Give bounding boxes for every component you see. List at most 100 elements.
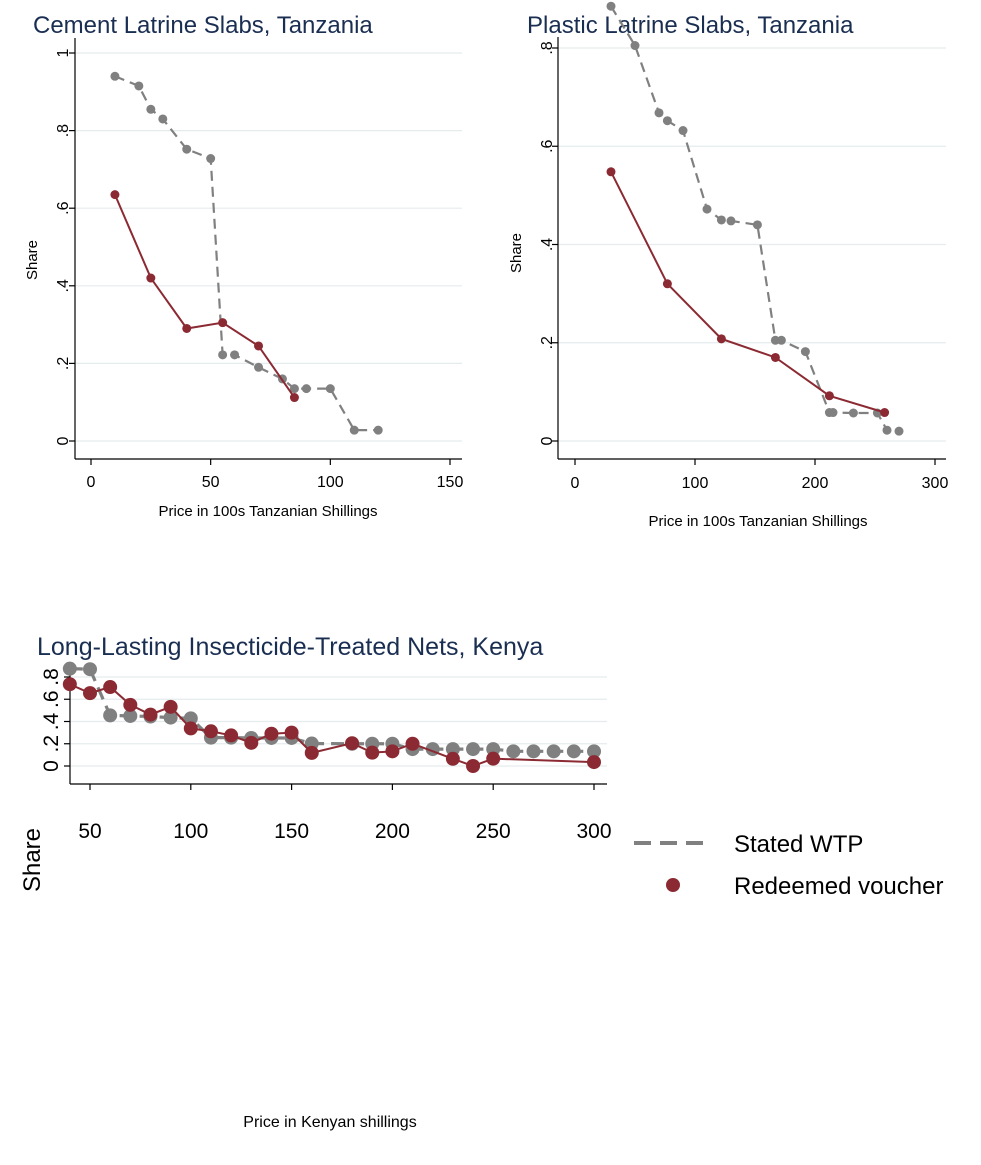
redeemed-voucher-point — [824, 391, 834, 401]
y-axis-label: Share — [508, 233, 525, 273]
y-tick-label: .2 — [55, 357, 72, 370]
x-axis-label: Price in 100s Tanzanian Shillings — [648, 513, 867, 530]
x-tick-label: 200 — [802, 475, 829, 492]
stated-wtp-point — [134, 81, 144, 91]
stated-wtp-point — [726, 216, 736, 226]
stated-wtp-point — [230, 350, 240, 360]
redeemed-voucher-point — [304, 745, 319, 760]
stated-wtp-point — [158, 114, 168, 124]
stated-wtp-point — [702, 204, 712, 214]
y-tick-label: .8 — [55, 124, 72, 137]
redeemed-voucher-point — [662, 279, 672, 289]
x-tick-label: 300 — [576, 820, 611, 843]
stated-wtp-point — [654, 108, 664, 118]
redeemed-voucher-point — [365, 745, 380, 760]
stated-wtp-line — [610, 5, 900, 433]
redeemed-voucher-point — [83, 686, 97, 701]
redeemed-voucher-point — [466, 759, 481, 773]
redeemed-voucher-point — [587, 755, 601, 770]
stated-wtp-point — [206, 154, 216, 164]
plastic-latrine-chart: Plastic Latrine Slabs, Tanzania Price in… — [508, 1, 949, 530]
stated-wtp-point — [301, 384, 311, 394]
legend: Stated WTP Redeemed voucher — [634, 831, 943, 900]
y-tick-label: 1 — [55, 48, 72, 57]
chart-title: Long-Lasting Insecticide-Treated Nets, K… — [37, 633, 543, 661]
y-tick-label: .2 — [40, 735, 63, 753]
stated-wtp-point — [349, 425, 359, 435]
cement-latrine-chart: Cement Latrine Slabs, Tanzania Price in … — [24, 12, 463, 520]
stated-wtp-point — [630, 41, 640, 51]
stated-wtp-point — [289, 384, 299, 394]
redeemed-voucher-point — [385, 744, 400, 759]
stated-wtp-point — [183, 711, 198, 726]
stated-wtp-point — [254, 362, 264, 372]
stated-wtp-point — [373, 425, 383, 435]
stated-wtp-point — [445, 742, 460, 757]
redeemed-voucher-point — [183, 721, 198, 736]
y-tick-label: 0 — [539, 436, 556, 445]
stated-wtp-point — [606, 1, 616, 11]
x-tick-label: 300 — [922, 475, 949, 492]
gridlines — [70, 676, 607, 767]
redeemed-voucher-point — [289, 393, 299, 403]
stated-wtp-point — [828, 408, 838, 418]
y-tick-label: .4 — [55, 279, 72, 292]
stated-wtp-point — [182, 144, 192, 154]
legend-redeemed-marker — [666, 878, 680, 892]
redeemed-voucher-point — [880, 408, 890, 418]
redeemed-voucher-point — [770, 352, 780, 362]
y-tick-label: .2 — [539, 336, 556, 349]
stated-wtp-point — [506, 744, 521, 759]
stated-wtp-point — [123, 708, 138, 723]
y-tick-label: .6 — [40, 690, 63, 708]
stated-wtp-point — [776, 335, 786, 345]
y-tick-label: .6 — [55, 201, 72, 214]
stated-wtp-line — [69, 667, 594, 753]
y-tick-label: .8 — [539, 41, 556, 54]
y-axis-label: Share — [24, 240, 41, 280]
stated-wtp-point — [325, 384, 335, 394]
x-tick-label: 100 — [173, 820, 208, 843]
chart-title: Cement Latrine Slabs, Tanzania — [33, 12, 373, 39]
redeemed-voucher-point — [244, 735, 259, 750]
stated-wtp-point — [752, 220, 762, 230]
stated-wtp-point — [83, 662, 97, 677]
legend-stated-label: Stated WTP — [734, 831, 863, 858]
redeemed-voucher-point — [284, 725, 299, 740]
series-stated-wtp — [606, 1, 904, 436]
stated-wtp-point — [103, 708, 118, 723]
redeemed-voucher-point — [445, 751, 460, 766]
x-tick-label: 250 — [476, 820, 511, 843]
redeemed-voucher-point — [103, 680, 118, 695]
x-tick-label: 200 — [375, 820, 410, 843]
redeemed-voucher-point — [182, 323, 192, 333]
redeemed-voucher-point — [405, 736, 420, 751]
redeemed-voucher-point — [146, 273, 156, 283]
x-tick-label: 0 — [571, 475, 580, 492]
redeemed-voucher-line — [114, 194, 296, 399]
stated-wtp-point — [894, 426, 904, 436]
legend-redeemed-label: Redeemed voucher — [734, 873, 943, 900]
y-tick-label: .6 — [539, 139, 556, 152]
y-tick-label: .4 — [539, 238, 556, 251]
stated-wtp-point — [546, 744, 561, 759]
gridlines — [558, 47, 946, 442]
stated-wtp-point — [678, 126, 688, 136]
x-tick-label: 100 — [682, 475, 709, 492]
redeemed-voucher-point — [254, 341, 264, 351]
stated-wtp-point — [163, 710, 178, 725]
redeemed-voucher-point — [218, 318, 228, 328]
series-stated-wtp — [110, 71, 383, 435]
series-redeemed-voucher — [110, 190, 299, 403]
llin-kenya-chart: Long-Lasting Insecticide-Treated Nets, K… — [19, 633, 612, 1131]
x-tick-label: 100 — [317, 474, 344, 491]
redeemed-voucher-point — [264, 726, 279, 741]
redeemed-voucher-point — [143, 707, 158, 722]
stated-wtp-point — [526, 744, 541, 759]
redeemed-voucher-point — [716, 334, 726, 344]
stated-wtp-point — [800, 347, 810, 357]
series-redeemed-voucher — [606, 167, 890, 418]
stated-wtp-point — [466, 742, 481, 757]
y-tick-label: 0 — [40, 760, 63, 772]
